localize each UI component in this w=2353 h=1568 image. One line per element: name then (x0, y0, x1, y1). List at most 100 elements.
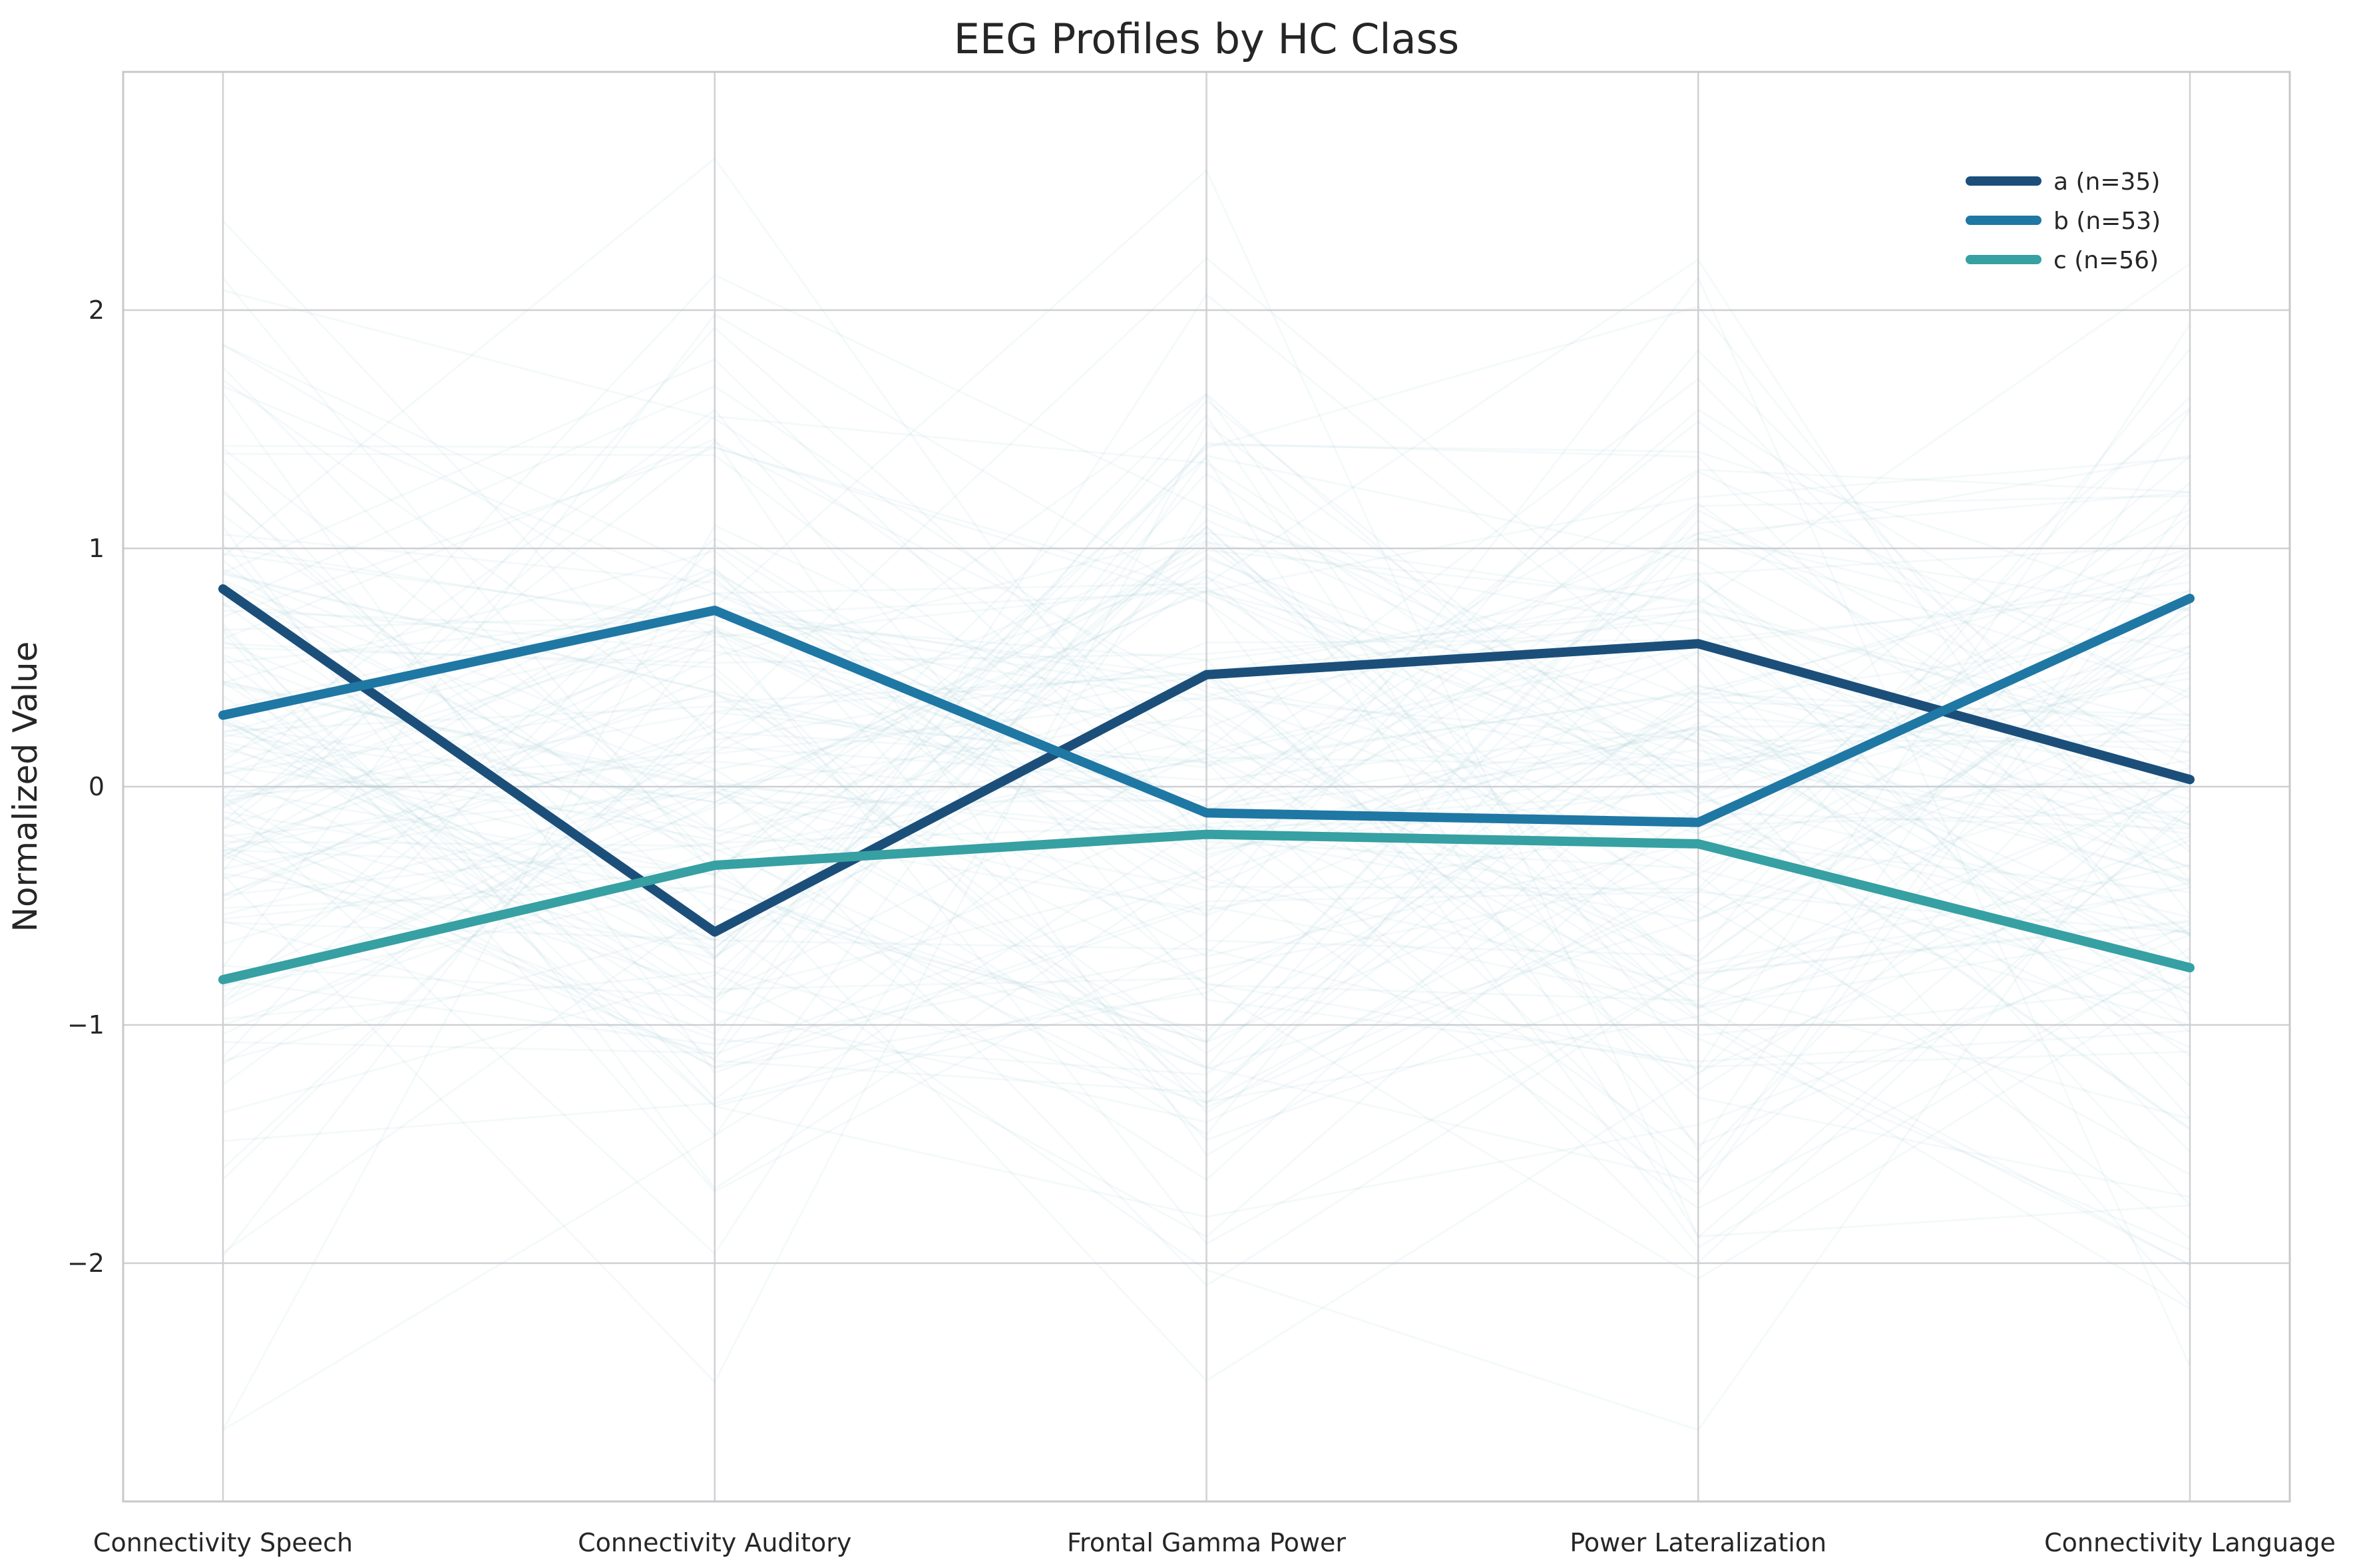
individual-profile-line (222, 579, 2191, 1153)
legend-label: c (n=56) (2053, 247, 2159, 274)
individual-profile-line (222, 576, 2191, 1129)
individual-profile-line (222, 289, 2191, 1266)
individual-profile-line (222, 326, 2191, 871)
y-tick-label: −2 (67, 1249, 105, 1278)
individual-profile-line (222, 714, 2191, 917)
individual-profile-line (222, 256, 2191, 1206)
individual-profile-line (222, 537, 2191, 1046)
individual-profile-line (222, 348, 2191, 957)
individual-profile-line (222, 573, 2191, 958)
individual-profile-line (222, 627, 2191, 1280)
individual-profile-line (222, 640, 2191, 1382)
individual-profile-line (222, 385, 2191, 962)
individual-profile-line (222, 610, 2191, 727)
individual-profile-line (222, 571, 2191, 841)
individual-profile-line (222, 526, 2191, 1210)
individual-profile-line (222, 625, 2191, 1257)
individual-profile-line (222, 391, 2191, 1074)
individual-profile-line (222, 605, 2191, 807)
individual-profile-line (222, 721, 2191, 1026)
individual-profile-line (222, 552, 2191, 1147)
individual-profile-line (222, 666, 2191, 1239)
individual-profile-line (222, 494, 2191, 1043)
individual-profile-line (222, 701, 2191, 1069)
individual-profile-line (222, 409, 2191, 1152)
individual-profile-line (222, 613, 2191, 1143)
individual-profile-line (222, 719, 2191, 1104)
individual-profile-line (222, 541, 2191, 870)
individual-profile-line (222, 588, 2191, 803)
series-line-a (218, 584, 2195, 937)
individual-profile-line (222, 731, 2191, 1432)
individual-profile-line (222, 482, 2191, 1068)
individual-profile-line (222, 557, 2191, 1306)
individual-profile-line (222, 313, 2191, 1249)
x-tick-label: Connectivity Auditory (578, 1528, 851, 1557)
individual-profile-line (222, 680, 2191, 1181)
individual-profile-line (222, 455, 2191, 1136)
individual-profile-line (222, 691, 2191, 880)
individual-profile-line (222, 532, 2191, 1009)
individual-profile-line (222, 757, 2191, 1036)
legend-label: a (n=35) (2053, 168, 2160, 196)
x-tick-label: Connectivity Language (2044, 1528, 2336, 1557)
x-tick-label: Connectivity Speech (93, 1528, 353, 1557)
individual-profile-line (222, 590, 2191, 963)
y-tick-label: 0 (89, 772, 105, 801)
individual-profile-line (222, 671, 2191, 990)
individual-profile-line (222, 546, 2191, 1245)
individual-profile-line (222, 711, 2191, 1265)
individual-profile-line (222, 578, 2191, 935)
individual-profile-line (222, 632, 2191, 1094)
y-tick-label: −1 (67, 1010, 105, 1040)
individual-profile-line (222, 537, 2191, 1036)
individual-profile-line (222, 685, 2191, 1076)
individual-profile-line (222, 220, 2191, 1087)
individual-profile-line (222, 442, 2191, 1061)
individual-profile-line (222, 399, 2191, 1002)
individual-profile-line (222, 543, 2191, 1058)
individual-profile-line (222, 519, 2191, 1069)
individual-profile-line (222, 760, 2191, 1251)
individual-profile-line (222, 525, 2191, 982)
individual-profile-line (222, 727, 2191, 1181)
individual-profile-line (222, 469, 2191, 769)
individual-profile-line (222, 525, 2191, 1113)
individual-profile-line (222, 455, 2191, 1238)
individual-profile-line (222, 438, 2191, 1157)
individual-profile-line (222, 654, 2191, 1070)
individual-profile-line (222, 566, 2191, 1114)
series-line-c (218, 829, 2195, 984)
individual-profile-line (222, 721, 2191, 1254)
individual-profile-line (222, 508, 2191, 852)
individual-profile-line (222, 454, 2191, 1431)
individual-profile-line (222, 502, 2191, 857)
individual-profile-line (222, 415, 2191, 823)
individual-profile-line (222, 277, 2191, 1077)
individual-profile-line (222, 470, 2191, 881)
individual-profile-line (222, 258, 2191, 1020)
individual-profile-line (222, 572, 2191, 1055)
individual-profile-line (222, 455, 2191, 866)
individual-profile-line (222, 628, 2191, 1120)
individual-profile-line (222, 502, 2191, 1256)
individual-profile-line (222, 670, 2191, 1218)
individual-profile-line (222, 453, 2191, 1176)
individual-profile-line (222, 574, 2191, 1266)
individual-profile-line (222, 409, 2191, 1063)
individual-profile-line (222, 532, 2191, 1101)
individual-profile-line (222, 518, 2191, 1035)
individual-profile-line (222, 623, 2191, 1137)
axis-ticks: −2 −1 0 1 2 Connectivity Speech Connectivity A… (67, 295, 2336, 1557)
individual-profile-line (222, 632, 2191, 1026)
individual-profile-line (222, 592, 2191, 825)
individual-profile-line (222, 444, 2191, 959)
individual-profile-line (222, 508, 2191, 1044)
individual-profile-line (222, 533, 2191, 936)
individual-profile-line (222, 810, 2191, 1044)
individual-profile-line (222, 445, 2191, 943)
x-tick-label: Frontal Gamma Power (1067, 1528, 1346, 1557)
individual-profile-line (222, 422, 2191, 1384)
individual-profile-line (222, 276, 2191, 1367)
